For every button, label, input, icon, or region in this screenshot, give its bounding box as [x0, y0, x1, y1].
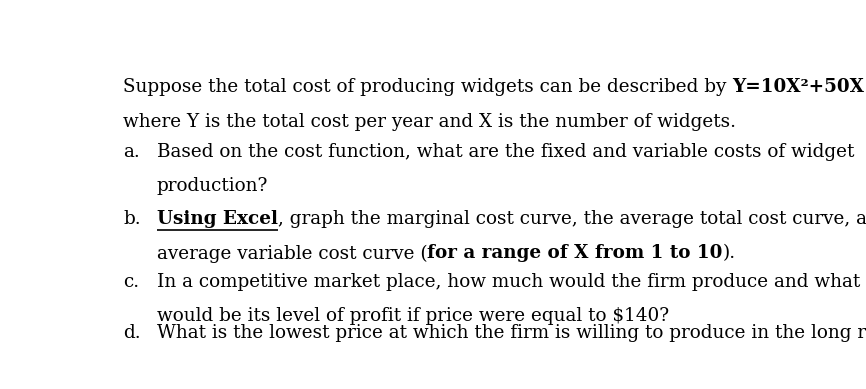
- Text: average variable cost curve (: average variable cost curve (: [157, 244, 427, 263]
- Text: would be its level of profit if price were equal to $140?: would be its level of profit if price we…: [157, 307, 669, 325]
- Text: Using Excel: Using Excel: [157, 210, 278, 228]
- Text: c.: c.: [123, 273, 139, 291]
- Text: a.: a.: [123, 142, 139, 161]
- Text: In a competitive market place, how much would the firm produce and what: In a competitive market place, how much …: [157, 273, 860, 291]
- Text: for a range of X from 1 to 10: for a range of X from 1 to 10: [427, 244, 722, 262]
- Text: d.: d.: [123, 324, 140, 342]
- Text: ).: ).: [722, 244, 736, 262]
- Text: What is the lowest price at which the firm is willing to produce in the long run: What is the lowest price at which the fi…: [157, 324, 866, 342]
- Text: b.: b.: [123, 210, 140, 228]
- Text: , graph the marginal cost curve, the average total cost curve, and the: , graph the marginal cost curve, the ave…: [278, 210, 866, 228]
- Text: Suppose the total cost of producing widgets can be described by: Suppose the total cost of producing widg…: [123, 78, 733, 96]
- Text: where Y is the total cost per year and X is the number of widgets.: where Y is the total cost per year and X…: [123, 112, 736, 131]
- Text: Y=10X²+50X+100: Y=10X²+50X+100: [733, 78, 866, 96]
- Text: Based on the cost function, what are the fixed and variable costs of widget: Based on the cost function, what are the…: [157, 142, 854, 161]
- Text: production?: production?: [157, 177, 268, 195]
